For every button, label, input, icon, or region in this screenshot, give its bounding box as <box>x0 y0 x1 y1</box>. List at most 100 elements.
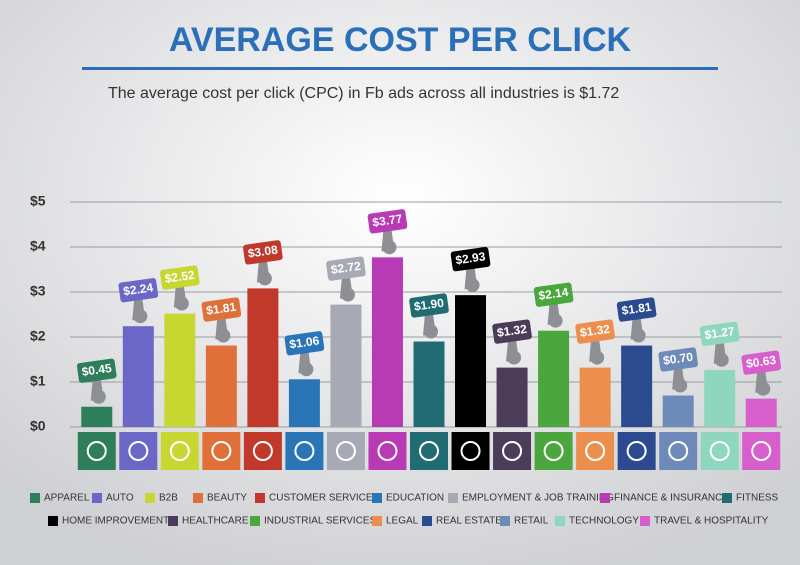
icon-glyph <box>668 441 689 461</box>
value-label: $1.90 <box>413 296 445 314</box>
icon-glyph <box>128 441 149 461</box>
legend-swatch <box>500 516 510 526</box>
fist <box>257 271 272 286</box>
value-label: $1.32 <box>496 322 528 340</box>
legend-label: EDUCATION <box>386 493 444 504</box>
value-label-box <box>367 209 408 234</box>
fist <box>133 309 148 324</box>
fist <box>382 240 397 255</box>
icon-glyph <box>751 441 772 461</box>
chart-subtitle: The average cost per click (CPC) in Fb a… <box>108 85 619 102</box>
value-label: $3.08 <box>247 243 279 261</box>
value-label-box <box>243 240 283 265</box>
legend-swatch <box>372 493 382 503</box>
icon-glyph <box>377 441 398 461</box>
y-tick-label: $5 <box>30 193 46 209</box>
legend-label: APPAREL <box>44 493 90 504</box>
legend-swatch <box>422 516 432 526</box>
legend-swatch <box>168 516 178 526</box>
category-icon <box>493 432 532 470</box>
y-tick-label: $1 <box>30 373 46 389</box>
legend-label: REAL ESTATE <box>436 516 502 527</box>
value-label: $1.81 <box>621 300 653 318</box>
category-icon <box>742 432 781 470</box>
value-label-box <box>741 350 782 375</box>
icon-glyph <box>419 441 439 461</box>
value-label: $1.32 <box>579 322 611 340</box>
fist <box>465 278 480 293</box>
category-icon <box>285 432 324 470</box>
icon-glyph <box>86 441 107 461</box>
value-label-box <box>575 319 615 344</box>
value-label-box <box>201 297 242 322</box>
value-label: $0.70 <box>662 350 694 368</box>
legend-swatch <box>448 493 458 503</box>
value-label-box <box>699 321 740 347</box>
legend-label: RETAIL <box>514 516 549 527</box>
fist <box>548 313 563 328</box>
category-icon <box>160 432 199 470</box>
value-label-box <box>76 358 117 383</box>
fist <box>673 378 688 393</box>
title-rule <box>82 67 718 70</box>
legend-swatch <box>255 493 265 503</box>
value-label-box <box>326 256 366 281</box>
legend-swatch <box>372 516 382 526</box>
category-icon <box>700 432 739 470</box>
value-label: $0.63 <box>745 353 777 371</box>
icon-glyph <box>335 441 356 461</box>
legend-swatch <box>30 493 40 503</box>
bar <box>745 398 777 427</box>
bar <box>621 345 653 427</box>
icon-glyph <box>709 441 730 461</box>
bar <box>413 341 445 427</box>
legend-swatch <box>722 493 732 503</box>
category-icon <box>576 432 615 470</box>
legend-label: AUTO <box>106 493 134 504</box>
bar <box>579 367 611 427</box>
icon-glyph <box>294 441 315 461</box>
value-label-box <box>533 282 574 307</box>
category-icon <box>617 432 656 470</box>
legend-swatch <box>640 516 650 526</box>
bar <box>247 288 279 427</box>
legend-swatch <box>145 493 155 503</box>
fist <box>91 389 106 404</box>
bar <box>704 369 736 427</box>
value-label: $2.72 <box>330 259 362 277</box>
y-tick-label: $2 <box>30 328 46 344</box>
value-label: $3.77 <box>372 211 404 229</box>
fist <box>507 350 522 365</box>
icon-glyph <box>252 441 273 461</box>
icon-glyph <box>211 441 232 461</box>
value-label: $2.93 <box>455 249 487 267</box>
y-tick-label: $0 <box>30 418 46 434</box>
bar <box>288 379 320 427</box>
value-label-box <box>450 246 491 272</box>
value-label: $2.24 <box>122 280 154 298</box>
y-tick-label: $4 <box>30 238 46 254</box>
legend-swatch <box>250 516 260 526</box>
legend-label: FITNESS <box>736 493 779 504</box>
value-label-box <box>160 265 200 290</box>
category-icon <box>659 432 698 470</box>
value-label-box <box>616 297 657 322</box>
category-icon <box>119 432 158 470</box>
bar <box>122 326 154 427</box>
legend-label: CUSTOMER SERVICES <box>269 493 380 504</box>
value-label: $1.27 <box>704 324 736 342</box>
icon-glyph <box>543 441 564 461</box>
legend-swatch <box>600 493 610 503</box>
category-icon <box>534 432 573 470</box>
icon-glyph <box>460 441 481 461</box>
bar <box>205 345 237 427</box>
category-icon <box>77 432 116 470</box>
value-label: $1.81 <box>205 300 237 318</box>
category-icon <box>410 432 448 470</box>
chart-title: AVERAGE COST PER CLICK <box>169 21 632 59</box>
y-tick-label: $3 <box>30 283 46 299</box>
fist <box>714 352 729 367</box>
value-label-box <box>658 347 698 372</box>
value-label-box <box>284 331 325 356</box>
